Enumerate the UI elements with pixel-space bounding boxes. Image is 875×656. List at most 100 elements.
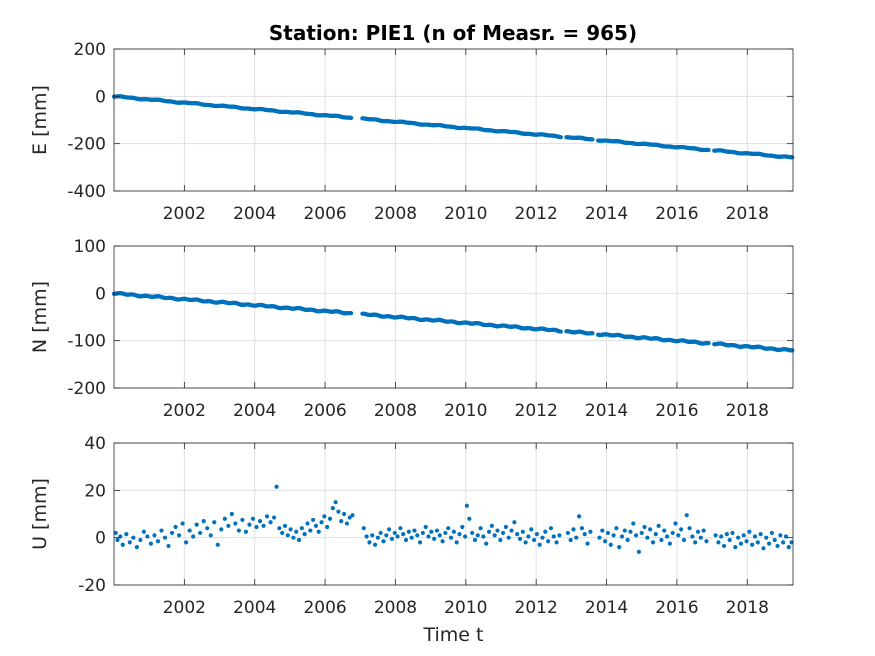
- data-point: [113, 530, 118, 536]
- x-tick-label: 2004: [233, 401, 276, 421]
- data-point: [180, 521, 185, 526]
- data-point: [243, 529, 249, 534]
- y-tick-label: -200: [67, 135, 106, 155]
- panels: 2002 2004 2006 2008 2010 2012 2014 2016 2018 -400…: [29, 40, 795, 646]
- data-point: [451, 529, 456, 534]
- data-point: [590, 331, 595, 336]
- data-point: [325, 524, 330, 530]
- data-point: [667, 541, 672, 546]
- data-point: [727, 537, 732, 543]
- data-point: [319, 520, 324, 525]
- x-tick-label: 2016: [655, 401, 698, 421]
- x-tick-label: 2004: [233, 204, 276, 224]
- data-point: [423, 524, 428, 530]
- data-point: [769, 530, 774, 536]
- data-point: [755, 540, 760, 545]
- data-point: [280, 530, 285, 536]
- data-point: [268, 520, 273, 525]
- data-point: [540, 535, 545, 540]
- data-point: [517, 536, 523, 541]
- data-point: [733, 545, 738, 550]
- data-point: [681, 537, 687, 543]
- data-point: [721, 543, 727, 549]
- data-point: [684, 513, 689, 518]
- data-point: [434, 528, 440, 533]
- data-point: [247, 522, 252, 527]
- data-point: [470, 530, 475, 536]
- data-point: [364, 534, 369, 539]
- data-point: [588, 529, 593, 534]
- data-point: [299, 526, 304, 531]
- data-point: [349, 311, 354, 316]
- x-tick-label: 2004: [233, 598, 276, 618]
- data-point: [384, 533, 389, 538]
- data-point: [582, 532, 587, 537]
- x-tick-label: 2002: [163, 204, 206, 224]
- x-tick-label: 2012: [515, 598, 558, 618]
- data-point: [633, 533, 639, 538]
- data-point: [403, 537, 409, 543]
- data-point: [537, 542, 542, 547]
- data-point: [446, 526, 451, 531]
- x-tick-label: 2006: [303, 598, 346, 618]
- data-point: [558, 329, 563, 334]
- x-tick-label: 2010: [444, 401, 487, 421]
- data-point: [305, 521, 310, 526]
- data-point: [145, 534, 150, 539]
- data-point: [250, 516, 256, 521]
- data-series: [111, 290, 795, 353]
- panel-1: 2002 2004 2006 2008 2010 2012 2014 2016 2018 -200…: [29, 237, 795, 421]
- data-point: [713, 533, 718, 538]
- data-point: [336, 509, 341, 514]
- data-point: [219, 527, 224, 532]
- data-point: [274, 484, 279, 489]
- data-point: [294, 529, 299, 534]
- data-point: [568, 537, 573, 543]
- data-point: [347, 515, 352, 520]
- data-point: [603, 539, 608, 544]
- data-point: [378, 530, 383, 536]
- data-point: [529, 527, 534, 532]
- data-point: [395, 534, 400, 539]
- data-point: [257, 519, 263, 524]
- data-point: [747, 529, 752, 534]
- data-point: [415, 533, 420, 538]
- data-point: [124, 532, 129, 537]
- x-tick-label: 2002: [163, 401, 206, 421]
- data-point: [558, 135, 563, 140]
- data-point: [194, 522, 199, 527]
- data-point: [141, 529, 146, 534]
- data-point: [432, 536, 437, 541]
- data-point: [475, 533, 480, 538]
- x-tick-label: 2014: [585, 401, 628, 421]
- y-tick-label: 100: [74, 237, 106, 257]
- data-point: [775, 543, 780, 549]
- data-series: [111, 94, 795, 160]
- x-tick-label: 2014: [585, 204, 628, 224]
- data-point: [778, 533, 783, 538]
- data-point: [619, 534, 625, 539]
- data-point: [622, 528, 627, 533]
- data-point: [690, 534, 695, 539]
- data-point: [695, 529, 701, 534]
- data-point: [590, 137, 595, 142]
- data-point: [625, 537, 630, 543]
- data-point: [515, 532, 520, 537]
- data-point: [367, 540, 372, 545]
- data-point: [350, 513, 355, 518]
- y-tick-label: -100: [67, 332, 106, 352]
- data-point: [457, 532, 462, 537]
- x-tick-label: 2012: [515, 401, 558, 421]
- y-axis-label: E [mm]: [29, 85, 51, 155]
- data-point: [534, 532, 539, 537]
- plot-area: [114, 246, 793, 388]
- data-point: [503, 524, 509, 530]
- y-axis-label: U [mm]: [29, 478, 51, 550]
- y-tick-label: 40: [84, 434, 106, 454]
- data-point: [152, 533, 157, 538]
- data-point: [724, 532, 729, 537]
- data-point: [201, 519, 206, 524]
- data-point: [495, 528, 500, 533]
- data-point: [565, 530, 570, 536]
- data-point: [429, 529, 434, 534]
